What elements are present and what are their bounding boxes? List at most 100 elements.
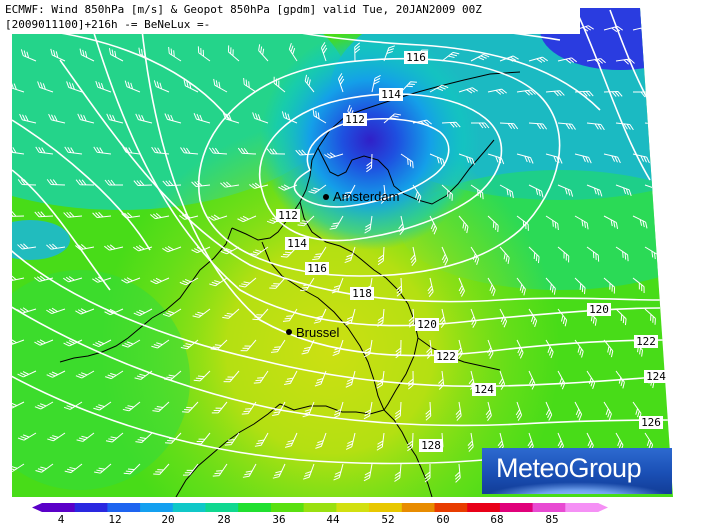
wind-barb [135, 432, 153, 444]
wind-barb [333, 401, 344, 419]
wind-barb [426, 339, 433, 359]
contour-label: 124 [472, 383, 496, 396]
wind-barb [191, 246, 211, 254]
wind-barb [180, 147, 199, 155]
wind-barb [603, 153, 621, 164]
legend-label: 20 [161, 513, 175, 526]
wind-barb [135, 113, 153, 124]
wind-barb [227, 45, 240, 62]
wind-barb [383, 45, 396, 62]
contour-label: 122 [434, 350, 458, 363]
wind-barb [210, 339, 228, 351]
wind-barb [344, 246, 356, 264]
header-subtitle: [2009011100]+216h -= BeNeLux =- [5, 18, 211, 31]
wind-barb [240, 339, 257, 352]
wind-barb [301, 339, 315, 355]
wind-barb [394, 463, 402, 482]
wind-speed-legend [32, 503, 608, 512]
wind-barb [632, 215, 648, 229]
wind-barb [223, 370, 240, 383]
wind-barb [487, 277, 496, 297]
wind-barb [429, 215, 438, 235]
wind-barb [324, 152, 344, 159]
wind-barb [424, 464, 431, 483]
wind-barb [329, 215, 344, 230]
wind-barb [191, 180, 211, 187]
wind-barb [412, 119, 432, 126]
legend-arrow-right [598, 503, 608, 512]
wind-barb [254, 432, 269, 447]
contour-128 [12, 369, 521, 465]
wind-barb [220, 181, 240, 188]
wind-barb [105, 432, 124, 443]
svg-text:122: 122 [636, 335, 656, 348]
wind-barb [458, 277, 465, 297]
wind-barb [34, 275, 54, 282]
wind-barb [528, 122, 548, 130]
wind-barb [224, 432, 240, 446]
wind-barb [281, 111, 298, 124]
wind-barb [12, 401, 25, 409]
wind-barb [441, 121, 461, 128]
wind-barb [193, 370, 211, 382]
wind-barb [104, 244, 124, 251]
wind-barb [557, 184, 574, 197]
wind-barb [77, 113, 95, 124]
contour-118 [59, 59, 661, 303]
wind-barb [47, 432, 66, 442]
wind-barb [586, 370, 596, 389]
svg-text:118: 118 [352, 287, 372, 300]
wind-barb [243, 77, 257, 93]
wind-barb [516, 89, 536, 96]
wind-barb [168, 46, 182, 62]
contour-126 [12, 299, 671, 427]
wind-barb [574, 90, 594, 97]
wind-barb [278, 184, 298, 191]
wind-barb [12, 81, 25, 93]
wind-barb [557, 246, 570, 263]
wind-barb [499, 308, 508, 328]
wind-barb [615, 58, 635, 65]
city-brussel: Brussel [286, 325, 339, 340]
wind-barb [528, 246, 540, 264]
wind-barb [124, 80, 141, 93]
wind-barb [603, 215, 619, 229]
wind-barb [395, 339, 402, 359]
wind-barb [398, 215, 405, 235]
wind-barb [345, 308, 356, 326]
wind-barb [516, 215, 529, 231]
wind-barb [458, 153, 475, 165]
wind-barb [400, 153, 414, 169]
wind-barb [441, 246, 449, 266]
wind-barb [63, 211, 83, 218]
wind-barb [557, 57, 577, 64]
wind-barb [470, 308, 477, 328]
wind-barb [644, 59, 664, 66]
wind-barb [487, 153, 505, 165]
wind-barb [208, 214, 228, 221]
wind-barb [410, 246, 417, 266]
wind-barb [122, 401, 141, 412]
city-label: Brussel [296, 325, 339, 340]
wind-barb [615, 122, 634, 131]
svg-text:124: 124 [646, 370, 666, 383]
wind-barb [108, 48, 124, 62]
wind-barb [516, 153, 534, 164]
wind-barb [345, 432, 356, 450]
wind-barb [574, 215, 589, 230]
wind-barb [499, 122, 519, 130]
legend-swatch [140, 503, 174, 512]
svg-text:116: 116 [406, 51, 426, 64]
wind-barb [222, 112, 240, 124]
wind-barb [75, 308, 95, 315]
wind-barb [134, 370, 153, 380]
header-title: ECMWF: Wind 850hPa [m/s] & Geopot 850hPa… [5, 3, 482, 16]
legend-label: 36 [272, 513, 286, 526]
wind-barb [632, 153, 650, 164]
wind-barb [557, 370, 566, 390]
wind-barb [304, 74, 315, 93]
wind-barb [151, 339, 170, 349]
wind-barb [253, 370, 269, 384]
wind-barb [429, 153, 446, 166]
wind-barb [123, 463, 141, 475]
